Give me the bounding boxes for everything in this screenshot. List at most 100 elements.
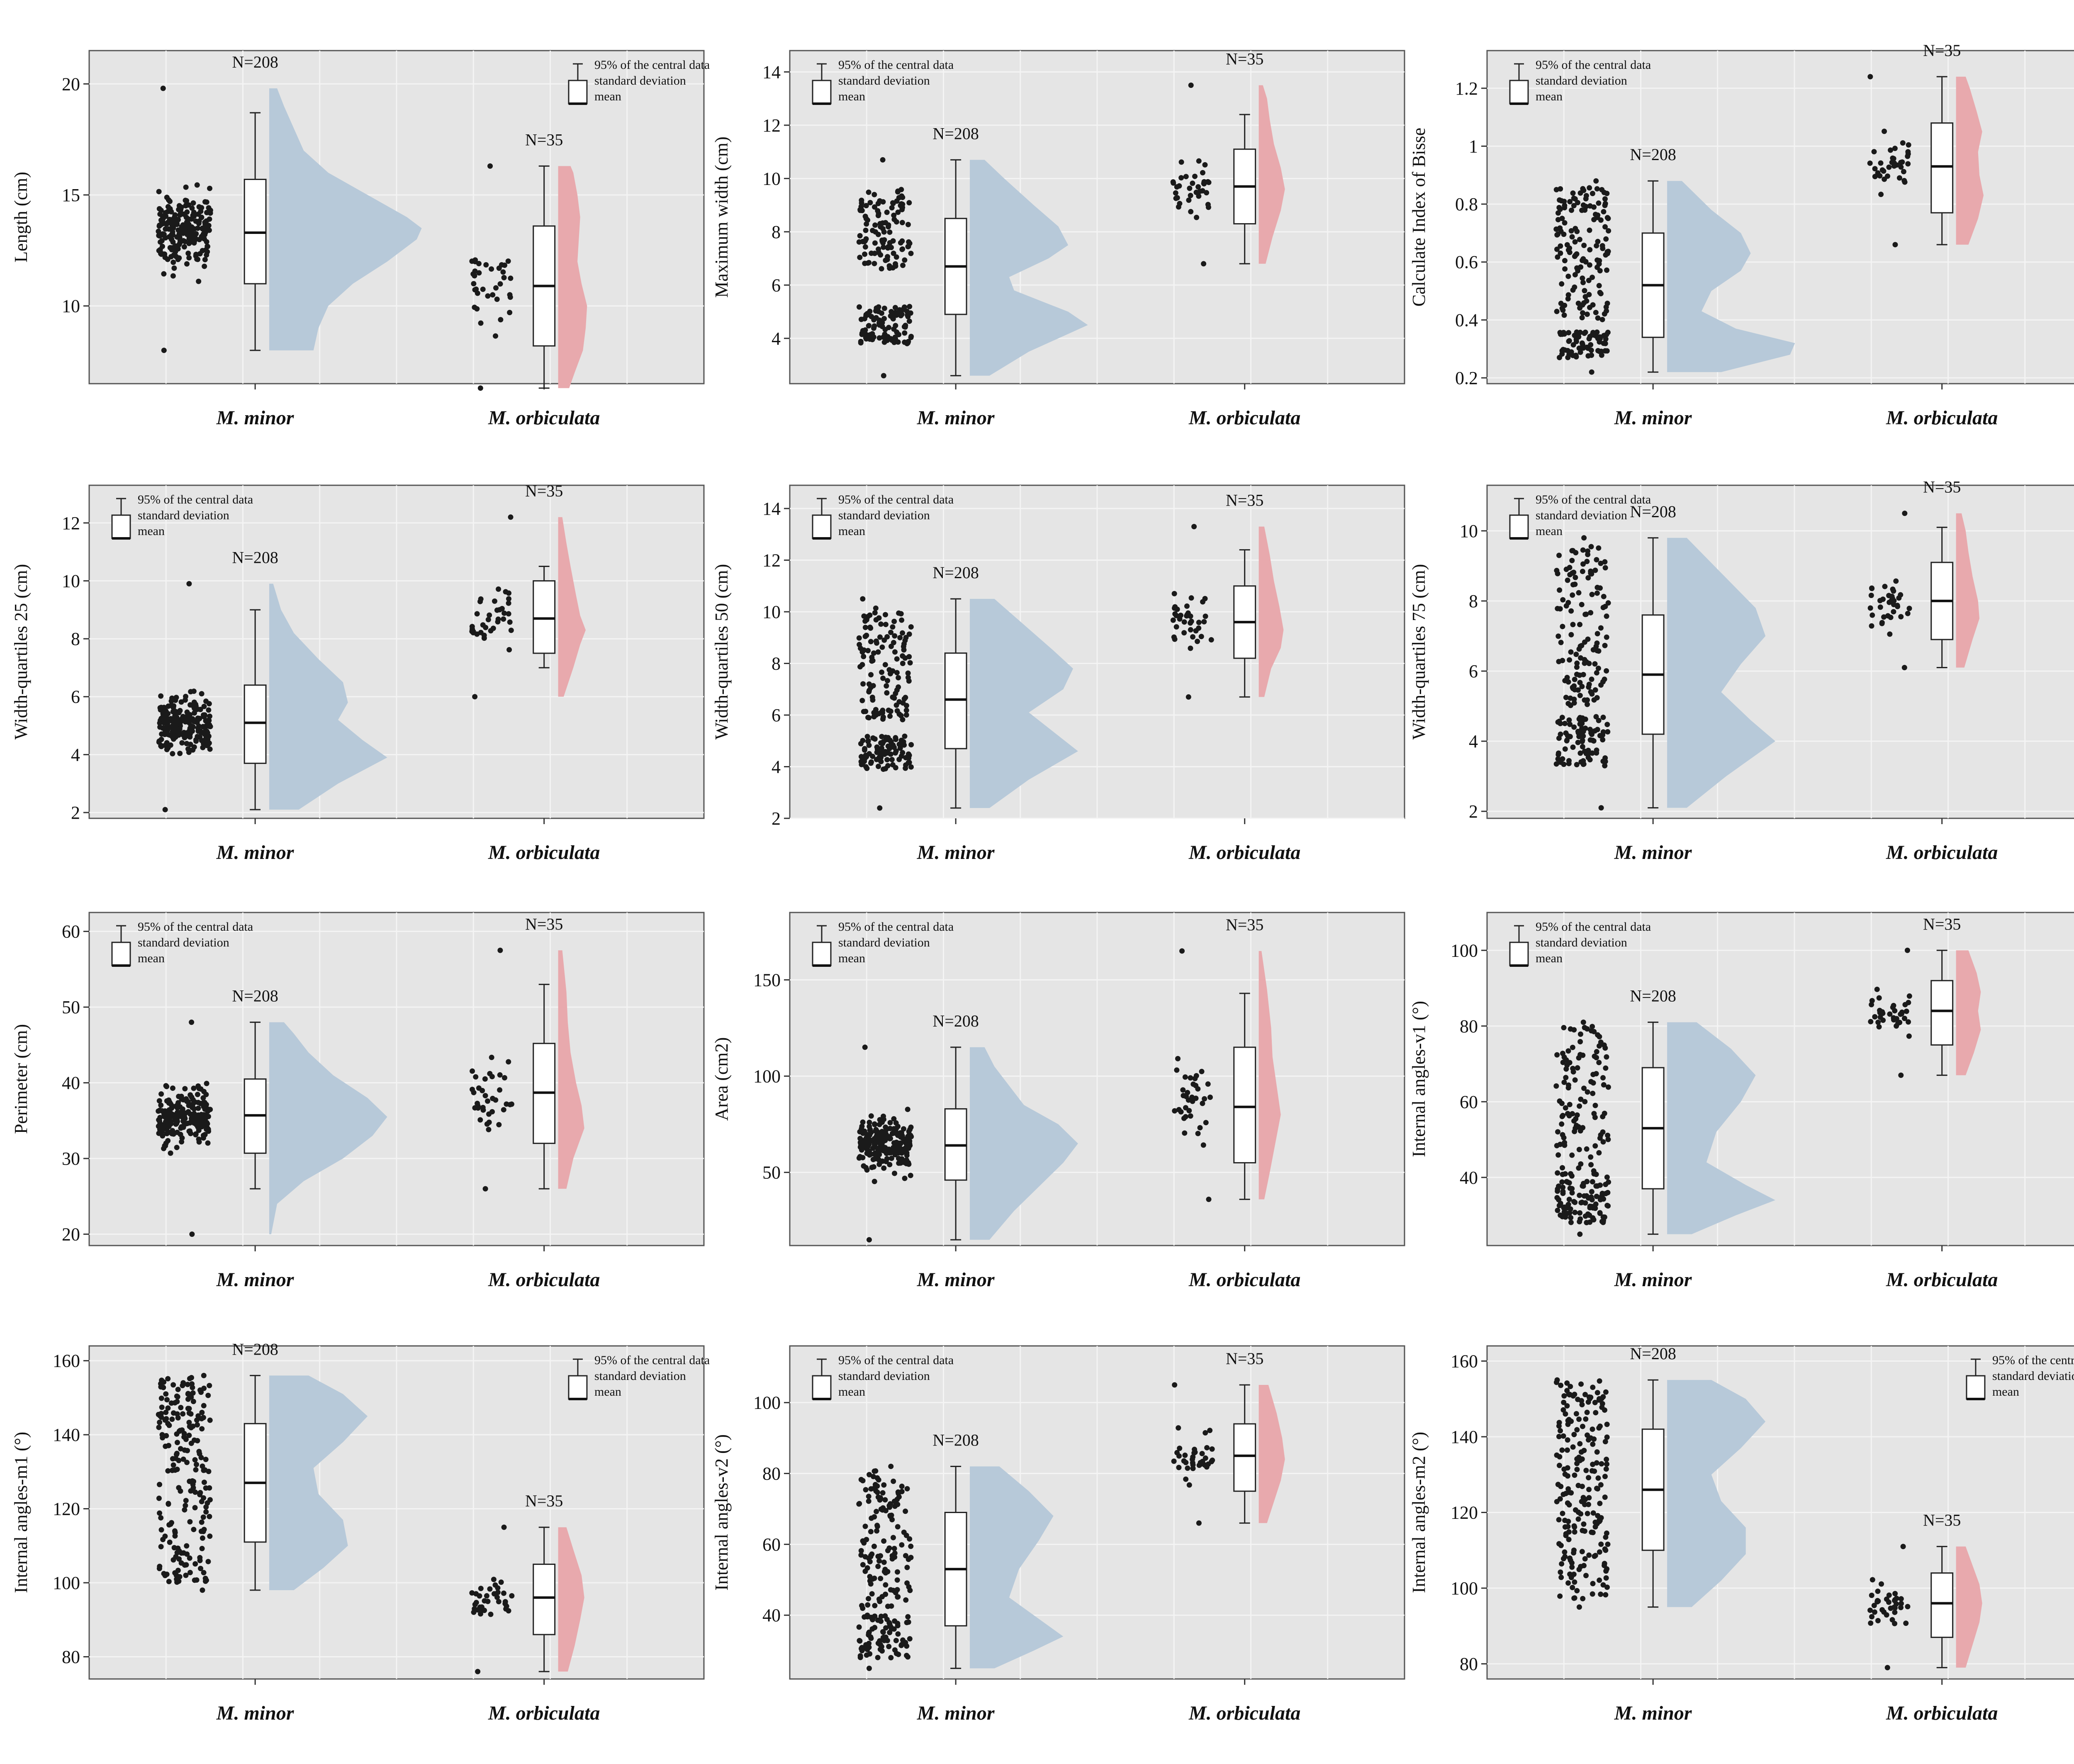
- data-point: [1193, 190, 1199, 195]
- data-point: [1565, 247, 1571, 253]
- data-point: [1569, 548, 1575, 554]
- data-point: [881, 244, 886, 250]
- data-point: [1572, 676, 1577, 682]
- data-point: [1600, 1075, 1606, 1081]
- data-point: [184, 209, 190, 215]
- data-point: [1880, 1010, 1886, 1016]
- data-point: [1196, 620, 1202, 625]
- data-point: [168, 716, 174, 722]
- data-point: [1570, 1444, 1576, 1450]
- data-point: [192, 1561, 198, 1567]
- half-violin-m-minor: [269, 88, 422, 350]
- data-point: [1597, 1378, 1602, 1384]
- data-point: [1177, 1445, 1183, 1451]
- legend-box-label: standard deviation: [138, 509, 229, 522]
- data-point: [1595, 665, 1601, 671]
- data-point: [170, 1456, 175, 1462]
- y-tick-label: 12: [762, 115, 781, 136]
- data-point: [489, 1054, 494, 1060]
- data-point: [168, 698, 174, 704]
- y-tick-label: 10: [762, 168, 781, 189]
- y-axis-label: Width-quartiles 25 (cm): [11, 564, 31, 740]
- data-point: [866, 189, 871, 195]
- data-point: [168, 1520, 174, 1526]
- data-point: [1598, 1591, 1604, 1597]
- data-point: [166, 1501, 171, 1507]
- data-point: [1566, 1537, 1572, 1543]
- data-point: [195, 1422, 200, 1428]
- legend-whisker-label: 95% of the central data: [838, 1353, 954, 1367]
- data-point: [1597, 290, 1603, 295]
- data-point: [1891, 1002, 1896, 1008]
- data-point: [495, 619, 501, 625]
- data-point: [180, 1383, 185, 1389]
- legend-whisker-label: 95% of the central data: [838, 58, 954, 72]
- data-point: [1560, 1407, 1566, 1413]
- data-point: [1571, 203, 1577, 209]
- data-point: [172, 713, 178, 719]
- data-point: [1570, 592, 1575, 598]
- data-point: [891, 1499, 897, 1504]
- data-point: [475, 1669, 481, 1674]
- data-point: [892, 649, 898, 655]
- data-point: [186, 241, 192, 246]
- data-point: [899, 1489, 905, 1494]
- data-point: [881, 373, 886, 379]
- data-point: [1593, 1201, 1599, 1207]
- data-point: [180, 1456, 186, 1462]
- data-point: [868, 639, 874, 645]
- y-tick-label: 10: [1460, 521, 1478, 541]
- data-point: [166, 226, 172, 232]
- data-point: [882, 1497, 888, 1503]
- data-point: [165, 711, 171, 717]
- data-point: [1558, 640, 1564, 645]
- data-point: [192, 1505, 198, 1511]
- data-point: [873, 605, 879, 611]
- data-point: [1901, 1015, 1907, 1021]
- data-point: [1191, 524, 1197, 530]
- data-point: [873, 1488, 879, 1494]
- data-point: [887, 737, 893, 743]
- data-point: [1567, 1571, 1573, 1577]
- data-point: [1588, 730, 1594, 736]
- data-point: [875, 1655, 881, 1660]
- data-point: [1554, 246, 1560, 252]
- y-tick-label: 120: [1451, 1503, 1478, 1523]
- data-point: [194, 1417, 200, 1423]
- data-point: [1558, 243, 1563, 249]
- data-point: [886, 667, 892, 673]
- data-point: [1590, 1080, 1596, 1086]
- data-point: [199, 1115, 205, 1121]
- data-point: [176, 1093, 182, 1099]
- data-point: [1596, 718, 1602, 723]
- data-point: [888, 1463, 894, 1469]
- data-point: [1183, 174, 1189, 180]
- n-label: N=35: [1923, 915, 1961, 933]
- data-point: [200, 1463, 205, 1469]
- data-point: [1589, 353, 1594, 358]
- data-point: [891, 618, 897, 624]
- data-point: [501, 1524, 507, 1530]
- data-point: [1574, 1588, 1580, 1594]
- data-point: [1603, 1182, 1609, 1187]
- data-point: [1590, 191, 1595, 197]
- data-point: [907, 660, 913, 666]
- data-point: [1203, 1430, 1208, 1436]
- data-point: [866, 742, 872, 748]
- data-point: [1587, 227, 1592, 233]
- data-point: [185, 1406, 191, 1411]
- y-tick-label: 2: [1469, 801, 1478, 822]
- data-point: [880, 708, 886, 713]
- data-point: [477, 1604, 483, 1610]
- data-point: [473, 1074, 479, 1080]
- y-tick-label: 80: [62, 1647, 80, 1667]
- data-point: [1891, 156, 1896, 161]
- sd-box: [1930, 980, 1954, 1046]
- data-point: [1594, 1390, 1600, 1396]
- data-point: [1584, 311, 1590, 317]
- data-point: [1171, 634, 1177, 640]
- data-point: [870, 697, 876, 703]
- data-point: [1573, 1411, 1579, 1416]
- data-point: [857, 255, 863, 260]
